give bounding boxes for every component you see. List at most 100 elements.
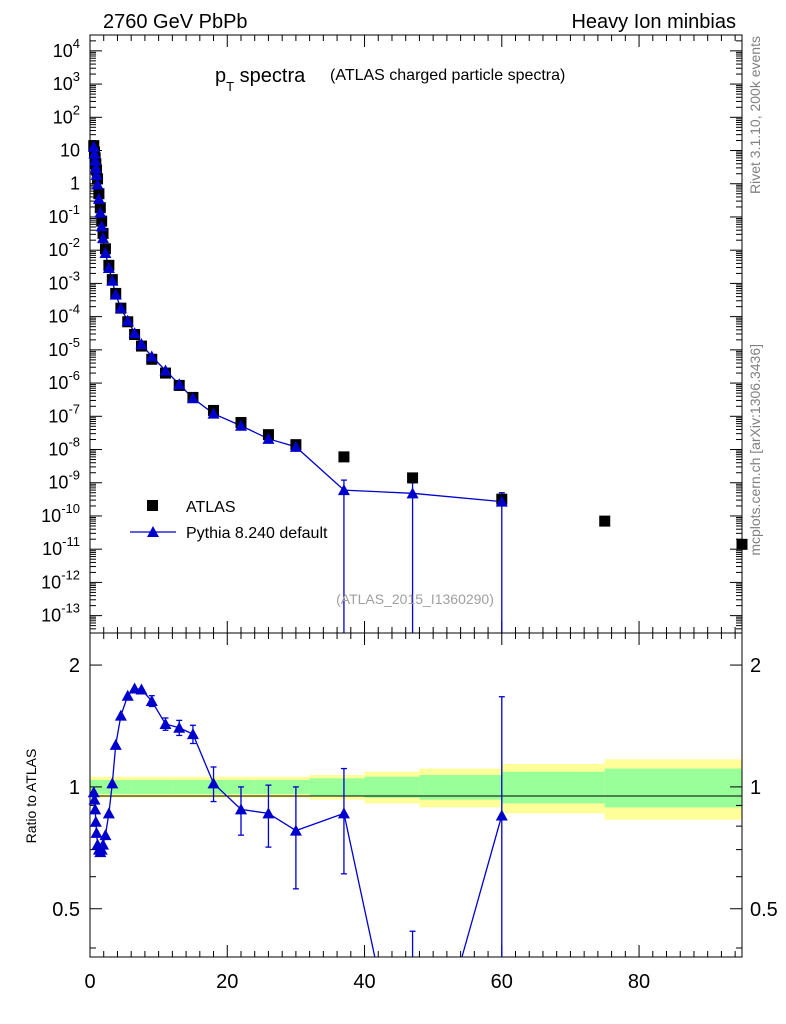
main-y-tick-label: 10-8: [48, 435, 80, 460]
tick-base: 10: [53, 74, 73, 94]
ratio-point: [106, 777, 119, 789]
band-inner: [131, 780, 173, 795]
ratio-y-tick-label-left: 2: [69, 655, 80, 677]
ratio-x-tick-labels: 0 20 40 60 80: [84, 971, 650, 993]
mc-point: [135, 338, 148, 350]
ratio-y-tick-label-left: 0.5: [52, 899, 80, 921]
tick-exponent: 4: [73, 36, 80, 51]
ratio-y-tick-label-right: 1: [750, 777, 761, 799]
mc-point: [92, 192, 105, 204]
band-inner: [309, 778, 365, 796]
ratio-point: [495, 809, 508, 821]
tick-exponent: -1: [68, 202, 80, 217]
ratio-point: [337, 807, 350, 819]
chart-title: pT spectra: [215, 65, 306, 94]
tick-exponent: -9: [68, 468, 80, 483]
ratio-x-tick-label: 80: [628, 971, 650, 993]
ratio-x-tick-label: 60: [491, 971, 513, 993]
main-y-tick-label: 10-5: [48, 335, 80, 360]
main-y-tick-label: 10-13: [41, 601, 80, 626]
ratio-series-line: [93, 687, 503, 958]
legend-mc-label: Pythia 8.240 default: [186, 525, 328, 542]
main-panel: 10-1310-1210-1110-1010-910-810-710-610-5…: [41, 34, 748, 634]
ratio-segment: [343, 813, 376, 958]
band-inner: [604, 768, 742, 808]
tick-exponent: -2: [68, 235, 80, 250]
mc-point: [94, 206, 107, 218]
tick-exponent: -13: [61, 601, 80, 616]
title-rest: spectra: [234, 65, 306, 87]
tick-exponent: -6: [68, 368, 80, 383]
mc-point: [106, 274, 119, 286]
mc-point: [88, 147, 101, 159]
mc-point: [159, 364, 172, 376]
atlas-point: [407, 472, 419, 484]
mc-point: [234, 419, 247, 431]
ratio-point: [87, 786, 100, 798]
main-y-tick-label: 103: [53, 69, 80, 94]
tick-exponent: -3: [68, 268, 80, 283]
main-y-tick-label: 1: [70, 174, 80, 194]
mc-point: [337, 484, 350, 496]
main-y-tick-label: 10-7: [48, 401, 80, 426]
tick-exponent: -8: [68, 435, 80, 450]
tick-exponent: 3: [73, 69, 80, 84]
mc-point: [495, 495, 508, 507]
mc-point: [289, 440, 302, 452]
main-y-tick-label: 102: [53, 102, 80, 127]
mc-point: [87, 140, 100, 152]
ratio-segment: [192, 733, 215, 784]
ratio-y-tick-label-right: 0.5: [750, 899, 778, 921]
chart-subtitle: (ATLAS charged particle spectra): [330, 67, 565, 84]
energy-label: 2760 GeV PbPb: [103, 11, 248, 33]
main-y-tick-label: 10-1: [48, 202, 80, 227]
mc-point: [97, 232, 110, 244]
legend: ATLAS Pythia 8.240 default: [130, 499, 328, 542]
tick-exponent: -5: [68, 335, 80, 350]
mc-point: [128, 327, 141, 339]
legend-atlas-label: ATLAS: [186, 499, 236, 516]
ratio-x-tick-label: 40: [353, 971, 375, 993]
mc-point: [262, 432, 275, 444]
tick-base: 10: [48, 207, 68, 227]
mc-point: [99, 247, 112, 259]
tick-base: 10: [53, 107, 73, 127]
mc-point: [406, 487, 419, 499]
ratio-point: [289, 824, 302, 836]
tick-exponent: -10: [61, 501, 80, 516]
tick-base: 1: [70, 174, 80, 194]
main-y-tick-label: 10-9: [48, 468, 80, 493]
mc-point: [102, 262, 115, 274]
atlas-point: [736, 538, 748, 550]
main-y-tick-label: 10-10: [41, 501, 80, 526]
band-inner: [364, 776, 420, 798]
rivet-version-label: Rivet 3.1.10, 200k events: [747, 36, 763, 194]
main-x-ticks: [89, 35, 736, 633]
main-y-tick-labels: 10-1310-1210-1110-1010-910-810-710-610-5…: [41, 36, 80, 626]
tick-base: 10: [42, 539, 62, 559]
ratio-point: [121, 689, 134, 701]
mc-point: [109, 288, 122, 300]
title-p: p: [215, 65, 226, 87]
main-y-ticks: [90, 34, 742, 634]
tick-base: 10: [48, 240, 68, 260]
ratio-point: [109, 738, 122, 750]
mcplots-label: mcplots.cern.ch [arXiv:1306.3436]: [747, 344, 763, 556]
ratio-y-axis-label: Ratio to ATLAS: [23, 749, 39, 844]
ratio-point: [89, 815, 102, 827]
ratio-point: [97, 838, 110, 850]
tick-base: 10: [48, 273, 68, 293]
mc-point: [89, 161, 102, 173]
mc-point: [114, 302, 127, 314]
ratio-y-tick-label-left: 1: [69, 777, 80, 799]
atlas-point: [338, 451, 350, 463]
tick-exponent: -7: [68, 401, 80, 416]
ratio-points: [87, 682, 508, 858]
tick-exponent: -4: [68, 302, 80, 317]
main-y-tick-label: 10-2: [48, 235, 80, 260]
tick-base: 10: [60, 141, 80, 161]
atlas-point: [599, 515, 611, 527]
ratio-x-tick-label: 0: [84, 971, 95, 993]
ratio-point: [90, 826, 103, 838]
